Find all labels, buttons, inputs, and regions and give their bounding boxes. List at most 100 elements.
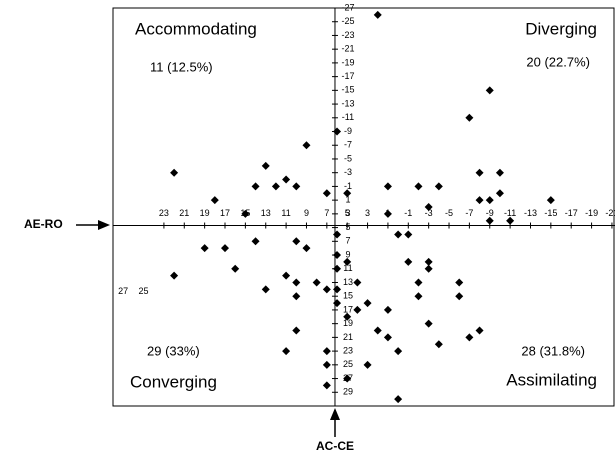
y-tick-label: -23	[341, 30, 354, 40]
x-tick-label: 13	[261, 208, 271, 218]
point	[455, 292, 464, 301]
x-tick-label: 3	[365, 208, 370, 218]
y-tick-label: 23	[343, 345, 353, 355]
point	[394, 230, 403, 239]
y-tick-label: 25	[343, 359, 353, 369]
point	[292, 237, 301, 246]
point	[333, 299, 342, 308]
plot-frame	[112, 7, 615, 407]
quadrant-count: 29 (33%)	[147, 343, 200, 358]
point	[363, 299, 372, 308]
x-tick-label: 23	[159, 208, 169, 218]
point	[170, 271, 179, 280]
point	[322, 360, 331, 369]
y-tick-label: -9	[344, 126, 352, 136]
x-tick-label: -3	[425, 208, 433, 218]
point	[302, 141, 311, 150]
y-tick-label: -3	[344, 167, 352, 177]
point	[475, 168, 484, 177]
x-axis-label: AE-RO	[24, 217, 63, 231]
point	[404, 257, 413, 266]
point	[424, 319, 433, 328]
point	[546, 196, 555, 205]
x-tick-label: -13	[524, 208, 537, 218]
point	[424, 203, 433, 211]
point	[221, 244, 230, 253]
y-tick-label: -13	[341, 98, 354, 108]
point	[424, 257, 433, 266]
point	[414, 278, 423, 287]
point	[373, 10, 382, 19]
x-tick-label: -5	[445, 208, 453, 218]
point	[475, 326, 484, 335]
quadrant-count: 28 (31.8%)	[521, 343, 585, 358]
point	[170, 168, 179, 177]
y-tick-label: -5	[344, 153, 352, 163]
y-tick-label: 5	[345, 222, 350, 232]
y-tick-label: -27	[341, 2, 354, 12]
y-tick-label: 29	[343, 387, 353, 397]
point	[394, 347, 403, 356]
point	[210, 196, 219, 205]
y-tick-label: -25	[341, 16, 354, 26]
point	[322, 285, 331, 294]
y-tick-label: 19	[343, 318, 353, 328]
point	[414, 292, 423, 301]
point	[485, 196, 494, 205]
x-tick-label: -17	[565, 208, 578, 218]
point	[465, 113, 474, 122]
y-tick-label: 21	[343, 332, 353, 342]
point	[261, 285, 270, 294]
point	[231, 264, 240, 273]
point	[383, 333, 392, 342]
point	[414, 182, 423, 191]
y-tick-label: 13	[343, 277, 353, 287]
quadrant-count: 20 (22.7%)	[526, 54, 590, 69]
y-tick-label: -15	[341, 85, 354, 95]
point	[282, 271, 291, 280]
y-axis-label: AC-CE	[316, 439, 354, 453]
point	[282, 175, 291, 184]
point	[251, 182, 260, 191]
point	[424, 264, 433, 273]
x-tick-label: -11	[504, 208, 516, 218]
point	[485, 216, 494, 225]
x-tick-label: -15	[544, 208, 557, 218]
quadrant-name: Accommodating	[135, 19, 257, 38]
point	[241, 209, 250, 218]
y-tick-label: 1	[345, 195, 350, 205]
point	[383, 305, 392, 314]
point	[333, 230, 342, 239]
y-tick-label: 15	[343, 291, 353, 301]
point	[322, 381, 331, 390]
x-tick-label: 19	[200, 208, 210, 218]
point	[322, 347, 331, 356]
annotation: 25	[139, 286, 149, 296]
x-tick-label: -1	[404, 208, 412, 218]
y-tick-label: 3	[345, 208, 350, 218]
point	[383, 182, 392, 191]
point	[343, 257, 352, 266]
point	[465, 333, 474, 342]
x-tick-label: -7	[465, 208, 473, 218]
arrow-head	[330, 408, 340, 420]
annotation: 27	[118, 286, 128, 296]
point	[495, 189, 504, 198]
y-tick-label: 17	[343, 304, 353, 314]
point	[475, 196, 484, 205]
x-tick-label: 11	[281, 208, 290, 218]
point	[343, 374, 352, 383]
x-tick-label: 17	[220, 208, 230, 218]
x-tick-label: 7	[324, 208, 329, 218]
point	[282, 347, 291, 356]
point	[373, 326, 382, 335]
y-tick-label: -1	[344, 181, 352, 191]
x-tick-label: -19	[585, 208, 598, 218]
quadrant-count: 11 (12.5%)	[150, 59, 213, 74]
quadrant-name: Converging	[130, 372, 217, 391]
x-tick-label: -21	[605, 208, 615, 218]
point	[292, 182, 301, 191]
point	[312, 278, 321, 287]
point	[333, 264, 342, 273]
